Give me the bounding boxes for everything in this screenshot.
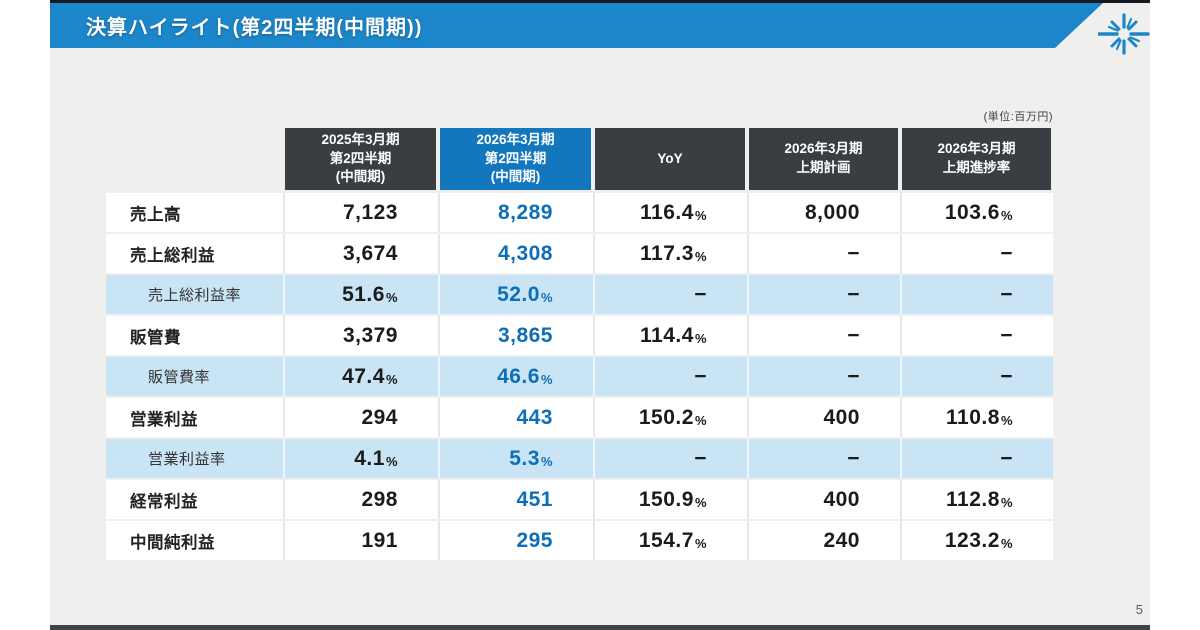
value-cell: 451 xyxy=(438,480,593,519)
row-label: 営業利益 xyxy=(130,410,198,429)
value-cell: 117.3% xyxy=(593,234,747,273)
value-cell: 116.4% xyxy=(593,193,747,232)
header-cell: 2026年3月期 上期進捗率 xyxy=(902,128,1051,190)
value-cell: − xyxy=(747,439,900,478)
value-cell: − xyxy=(900,357,1053,396)
value-cell: 112.8% xyxy=(900,480,1053,519)
table-row: 売上総利益 3,674 4,308 117.3% − − xyxy=(106,234,1053,273)
value-cell: 123.2% xyxy=(900,521,1053,560)
value-cell: 294 xyxy=(283,398,438,437)
value-cell: 110.8% xyxy=(900,398,1053,437)
financial-table: 2025年3月期 第2四半期 (中間期) 2026年3月期 第2四半期 (中間期)… xyxy=(106,128,1053,562)
table-row: 売上高 7,123 8,289 116.4% 8,000 103.6% xyxy=(106,193,1053,232)
units-note: (単位:百万円) xyxy=(983,111,1053,123)
value-cell: 5.3% xyxy=(438,439,593,478)
table-row: 中間純利益 191 295 154.7% 240 123.2% xyxy=(106,521,1053,560)
value-cell: − xyxy=(747,234,900,273)
slide-title: 決算ハイライト(第2四半期(中間期)) xyxy=(86,17,423,39)
value-cell: − xyxy=(900,439,1053,478)
value-cell: 295 xyxy=(438,521,593,560)
table-header-row: 2025年3月期 第2四半期 (中間期) 2026年3月期 第2四半期 (中間期)… xyxy=(106,128,1053,190)
value-cell: 191 xyxy=(283,521,438,560)
value-cell: 52.0% xyxy=(438,275,593,314)
bottom-bar xyxy=(50,625,1150,630)
value-cell: 150.9% xyxy=(593,480,747,519)
table-row: 経常利益 298 451 150.9% 400 112.8% xyxy=(106,480,1053,519)
header-cell: 2025年3月期 第2四半期 (中間期) xyxy=(285,128,436,190)
header-cell-empty xyxy=(108,128,281,190)
row-label: 営業利益率 xyxy=(148,451,226,468)
value-cell: 3,865 xyxy=(438,316,593,355)
table-row: 営業利益 294 443 150.2% 400 110.8% xyxy=(106,398,1053,437)
value-cell: 47.4% xyxy=(283,357,438,396)
row-label: 売上総利益 xyxy=(130,246,215,265)
header-cell: 2026年3月期 第2四半期 (中間期) xyxy=(440,128,591,190)
value-cell: 400 xyxy=(747,480,900,519)
value-cell: − xyxy=(593,275,747,314)
value-cell: − xyxy=(900,275,1053,314)
value-cell: 400 xyxy=(747,398,900,437)
value-cell: − xyxy=(747,357,900,396)
header-cell: 2026年3月期 上期計画 xyxy=(749,128,898,190)
page-number: 5 xyxy=(1135,602,1143,617)
value-cell: 114.4% xyxy=(593,316,747,355)
value-cell: 443 xyxy=(438,398,593,437)
value-cell: 103.6% xyxy=(900,193,1053,232)
row-label: 経常利益 xyxy=(130,492,198,511)
value-cell: − xyxy=(900,234,1053,273)
header-cell: YoY xyxy=(595,128,745,190)
value-cell: 4,308 xyxy=(438,234,593,273)
sparkle-logo-icon xyxy=(1098,13,1150,55)
row-label: 売上高 xyxy=(130,205,181,224)
value-cell: 51.6% xyxy=(283,275,438,314)
table-row: 販管費 3,379 3,865 114.4% − − xyxy=(106,316,1053,355)
slide: 決算ハイライト(第2四半期(中間期)) (単位:百万円) 2025年3月期 第2… xyxy=(50,0,1150,630)
value-cell: 3,379 xyxy=(283,316,438,355)
table-row: 売上総利益率 51.6% 52.0% − − − xyxy=(106,275,1053,314)
row-label: 中間純利益 xyxy=(130,533,215,552)
value-cell: 150.2% xyxy=(593,398,747,437)
value-cell: − xyxy=(747,275,900,314)
value-cell: − xyxy=(900,316,1053,355)
row-label: 販管費 xyxy=(130,328,181,347)
value-cell: 8,289 xyxy=(438,193,593,232)
value-cell: 8,000 xyxy=(747,193,900,232)
value-cell: 240 xyxy=(747,521,900,560)
table-body: 売上高 7,123 8,289 116.4% 8,000 103.6% 売上総利益 3,674… xyxy=(106,193,1053,560)
row-label: 販管費率 xyxy=(148,369,211,386)
table-row: 販管費率 47.4% 46.6% − − − xyxy=(106,357,1053,396)
value-cell: − xyxy=(593,439,747,478)
value-cell: − xyxy=(593,357,747,396)
row-label: 売上総利益率 xyxy=(148,287,242,304)
value-cell: 3,674 xyxy=(283,234,438,273)
value-cell: 7,123 xyxy=(283,193,438,232)
table-row: 営業利益率 4.1% 5.3% − − − xyxy=(106,439,1053,478)
title-bar: 決算ハイライト(第2四半期(中間期)) xyxy=(50,3,1103,48)
value-cell: 154.7% xyxy=(593,521,747,560)
value-cell: 4.1% xyxy=(283,439,438,478)
value-cell: 46.6% xyxy=(438,357,593,396)
value-cell: 298 xyxy=(283,480,438,519)
value-cell: − xyxy=(747,316,900,355)
